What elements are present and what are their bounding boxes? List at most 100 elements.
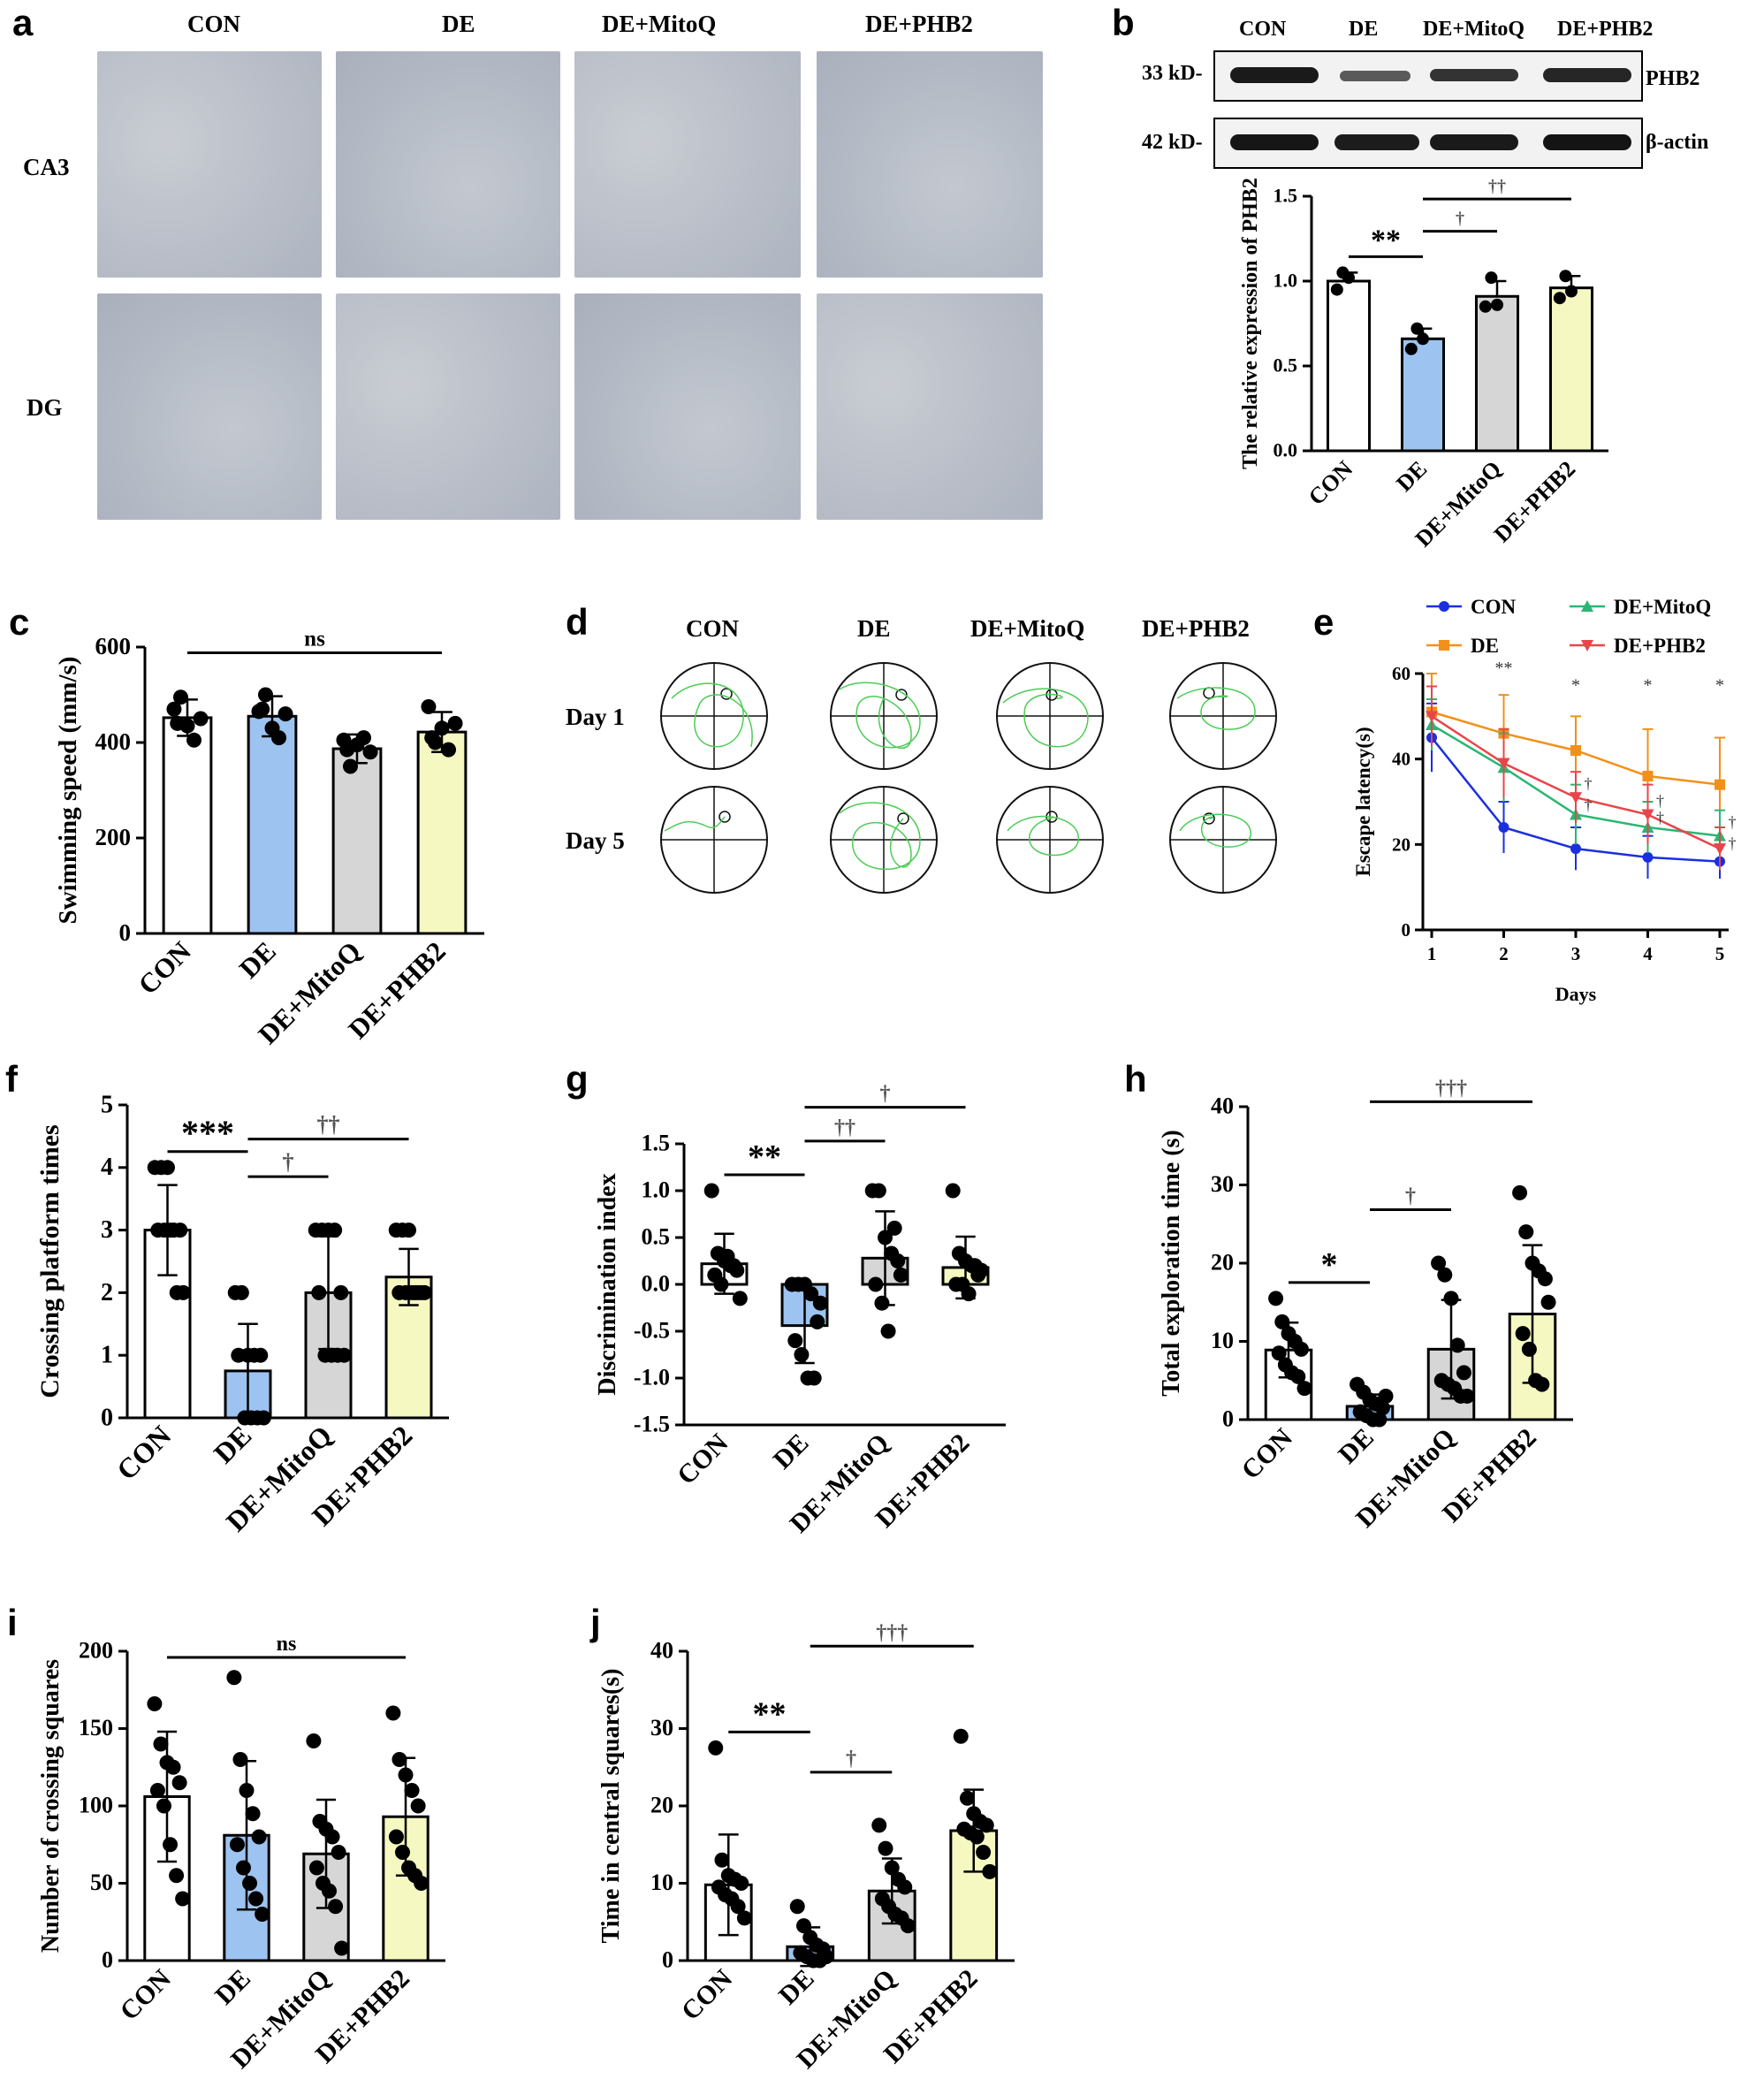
data-point: [880, 1323, 896, 1339]
x-tick-label: CON: [1304, 456, 1358, 511]
data-point: [714, 1852, 730, 1868]
y-tick-label: 1: [101, 1342, 113, 1369]
maze-day1-con: [660, 662, 768, 770]
data-point: [1491, 298, 1503, 311]
data-point: [1378, 1388, 1394, 1404]
data-point: [235, 1860, 251, 1876]
data-point: [421, 699, 437, 714]
d-col-mitoq: DE+MitoQ: [970, 615, 1085, 642]
bar-de-mitoq: [331, 747, 383, 935]
data-point: [239, 1783, 255, 1798]
chart-i: 0 50 100 150 200 Number of crossing squares CO…: [37, 1633, 445, 2075]
panel-letter-c: c: [9, 601, 30, 643]
significance-label: †: [283, 1149, 294, 1175]
y-tick-label: 200: [95, 824, 132, 850]
data-point: [1642, 771, 1654, 781]
data-point: [1534, 1376, 1550, 1392]
data-point: [160, 1160, 175, 1176]
y-tick-label: 1.5: [642, 1131, 671, 1156]
a-col-mitoq: DE+MitoQ: [602, 11, 717, 37]
y-axis-label: Discrimination index: [594, 1173, 621, 1395]
data-point: [884, 1860, 900, 1876]
x-tick-label: CON: [1236, 1422, 1298, 1485]
data-point: [251, 1829, 267, 1845]
x-tick-label: 5: [1715, 943, 1725, 964]
y-axis-label: Number of crossing squares: [37, 1659, 65, 1953]
data-point: [1521, 1341, 1537, 1357]
x-tick-label: DE: [233, 935, 282, 984]
data-point: [333, 1284, 349, 1300]
legend-marker: [1439, 640, 1449, 651]
bar-con: [143, 1229, 192, 1420]
legend-marker: [1581, 600, 1593, 612]
significance-label: †††: [1435, 1077, 1467, 1100]
data-point: [1570, 792, 1582, 804]
y-tick-label: 0: [101, 1404, 113, 1431]
data-point: [1553, 292, 1566, 305]
data-point: [1456, 1365, 1471, 1381]
data-point: [1512, 1184, 1528, 1200]
data-point: [342, 758, 358, 774]
significance-label: †: [1405, 1185, 1416, 1208]
y-tick-label: 0: [119, 919, 132, 946]
data-point: [1293, 1341, 1309, 1357]
y-tick-label: 200: [79, 1638, 113, 1664]
a-col-phb2: DE+PHB2: [865, 11, 973, 37]
data-point: [1290, 1368, 1306, 1384]
bar-de: [1400, 337, 1446, 453]
histology-ca3-con: [97, 51, 322, 278]
data-point: [1426, 711, 1438, 723]
data-point: [404, 1783, 420, 1798]
data-point: [1404, 342, 1418, 355]
y-tick-label: 0.0: [1274, 438, 1298, 461]
data-point: [255, 701, 270, 717]
data-point: [874, 1295, 890, 1311]
data-point: [1437, 1267, 1453, 1283]
chart-b: 0.0 0.5 1.0 1.5 The relative expression of P…: [1239, 177, 1608, 552]
data-point: [789, 1899, 805, 1915]
legend-marker: [1439, 601, 1449, 612]
data-point: [1714, 843, 1726, 856]
data-point: [186, 732, 202, 748]
data-point: [253, 1347, 269, 1363]
data-point: [311, 1284, 327, 1300]
data-point: [331, 1845, 346, 1860]
panel-letter-g: g: [566, 1058, 589, 1100]
chart-g: -1.5 -1.0 -0.5 0.0 0.5 1.0 1.5 Discrimination i…: [594, 1083, 1006, 1539]
data-point: [982, 1863, 998, 1879]
y-axis-label: Time in central squares(s): [597, 1669, 625, 1944]
y-axis-label: Escape latency(s): [1352, 727, 1374, 876]
data-point: [1537, 1271, 1553, 1287]
data-point: [732, 1291, 748, 1306]
data-point: [1570, 745, 1581, 756]
maze-day1-phb2: [1169, 662, 1277, 770]
data-point: [886, 1220, 902, 1236]
y-tick-label: 20: [650, 1793, 673, 1818]
b-protein-actin: β-actin: [1646, 131, 1709, 154]
data-point: [1515, 1326, 1531, 1342]
y-tick-label: 2: [101, 1279, 113, 1306]
a-col-con: CON: [187, 11, 240, 37]
data-point: [1485, 271, 1498, 285]
y-tick-label: 10: [1211, 1328, 1234, 1353]
data-point: [229, 1837, 245, 1853]
data-point: [175, 1891, 191, 1907]
histology-dg-con: [97, 293, 322, 520]
b-col-de: DE: [1349, 18, 1379, 41]
d-col-de: DE: [857, 615, 891, 642]
bar-de-mitoq: [1474, 294, 1520, 453]
y-tick-label: 0.5: [642, 1224, 671, 1250]
significance-dagger: †: [1585, 796, 1593, 814]
data-point: [871, 1817, 887, 1833]
data-point: [334, 1940, 350, 1956]
data-point: [1518, 1224, 1534, 1240]
y-tick-label: 0.5: [1274, 354, 1298, 376]
significance-label: ††: [1488, 177, 1506, 196]
y-axis-label: The relative expression of PHB2: [1239, 178, 1262, 469]
data-point: [255, 1907, 270, 1922]
data-point: [248, 1891, 264, 1907]
data-point: [945, 1183, 961, 1199]
y-axis-label: Crossing platform times: [35, 1124, 65, 1398]
band-phb2-phb2: [1543, 68, 1631, 82]
data-point: [414, 1876, 430, 1891]
